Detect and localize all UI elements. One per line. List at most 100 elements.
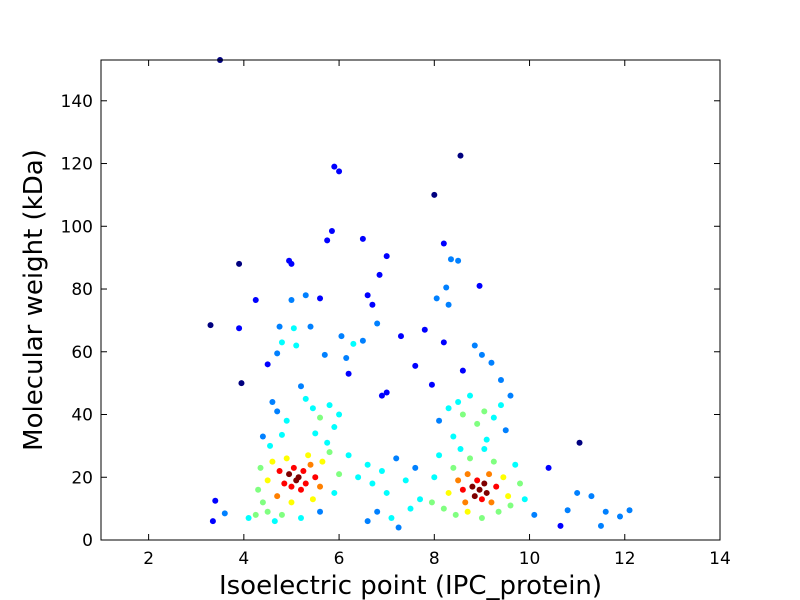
data-point [436, 452, 443, 459]
data-point [483, 489, 490, 496]
data-point [312, 430, 319, 437]
data-point [264, 361, 271, 368]
data-point [221, 510, 228, 517]
data-point [236, 260, 243, 267]
data-point [545, 464, 552, 471]
data-point [317, 295, 324, 302]
data-point [374, 320, 381, 327]
data-point [497, 377, 504, 383]
data-point [500, 474, 507, 481]
data-point [259, 499, 266, 506]
data-point [447, 256, 454, 263]
data-point [488, 499, 495, 506]
data-point [305, 452, 312, 459]
data-point [433, 295, 440, 302]
y-tick-label: 80 [71, 280, 93, 300]
data-point [317, 414, 324, 421]
data-point [297, 486, 304, 493]
data-point [288, 260, 295, 267]
data-point [481, 446, 488, 453]
x-tick-label: 12 [614, 549, 636, 569]
data-point [369, 480, 376, 487]
data-point [450, 464, 457, 471]
data-point [252, 511, 259, 518]
data-point [471, 342, 478, 349]
data-point [274, 350, 281, 357]
data-point [288, 499, 295, 506]
data-point [326, 402, 333, 409]
data-point [397, 333, 404, 340]
data-point [307, 323, 314, 330]
data-point [576, 439, 583, 446]
data-point [443, 284, 450, 291]
data-point [267, 442, 274, 449]
data-point [490, 458, 497, 465]
data-point [388, 515, 395, 522]
data-point [283, 455, 290, 462]
data-point [288, 297, 295, 303]
data-point [421, 326, 428, 333]
data-point [407, 505, 414, 512]
data-point [412, 464, 419, 471]
data-point [588, 493, 595, 500]
data-point [393, 455, 400, 462]
data-point [309, 405, 316, 412]
y-tick-label: 20 [71, 468, 93, 488]
data-point [471, 493, 478, 500]
data-point [602, 508, 609, 515]
data-point [564, 507, 571, 514]
data-point [276, 323, 283, 330]
data-point [478, 351, 485, 358]
data-point [464, 471, 471, 478]
data-point [457, 152, 464, 159]
data-point [512, 461, 519, 468]
data-point [557, 522, 564, 529]
x-tick-label: 14 [709, 549, 731, 569]
data-point [440, 339, 447, 346]
data-point [383, 489, 390, 496]
data-point [355, 474, 362, 481]
data-point [474, 477, 481, 484]
data-point [264, 477, 271, 484]
data-point [302, 292, 309, 299]
data-point [309, 496, 316, 503]
data-point [374, 508, 381, 515]
data-point [297, 383, 304, 390]
data-point [402, 477, 409, 484]
data-point [331, 163, 338, 170]
data-point [302, 480, 309, 487]
data-point [455, 477, 462, 484]
data-point [474, 420, 481, 427]
data-point [495, 508, 502, 515]
data-point [445, 489, 452, 496]
data-point [417, 496, 424, 503]
data-point [259, 433, 266, 440]
data-point [481, 408, 488, 415]
data-point [293, 342, 300, 349]
data-point [297, 515, 304, 522]
data-point [369, 301, 376, 308]
y-tick-label: 60 [71, 343, 93, 363]
data-point [521, 496, 528, 503]
data-point [364, 461, 371, 468]
data-point [376, 271, 383, 278]
data-point [459, 411, 466, 418]
plot-frame [100, 59, 721, 541]
data-point [455, 398, 462, 405]
points-layer [207, 57, 633, 531]
data-point [493, 483, 500, 490]
data-point [383, 389, 390, 396]
data-point [252, 297, 259, 303]
data-point [278, 431, 285, 438]
data-point [507, 502, 514, 509]
data-point [440, 240, 447, 247]
data-point [338, 333, 345, 340]
data-point [336, 411, 343, 418]
data-point [476, 282, 483, 289]
data-point [476, 486, 483, 493]
data-point [209, 518, 216, 525]
data-point [350, 340, 357, 347]
data-point [452, 511, 459, 518]
data-point [359, 337, 366, 344]
data-point [462, 499, 469, 506]
